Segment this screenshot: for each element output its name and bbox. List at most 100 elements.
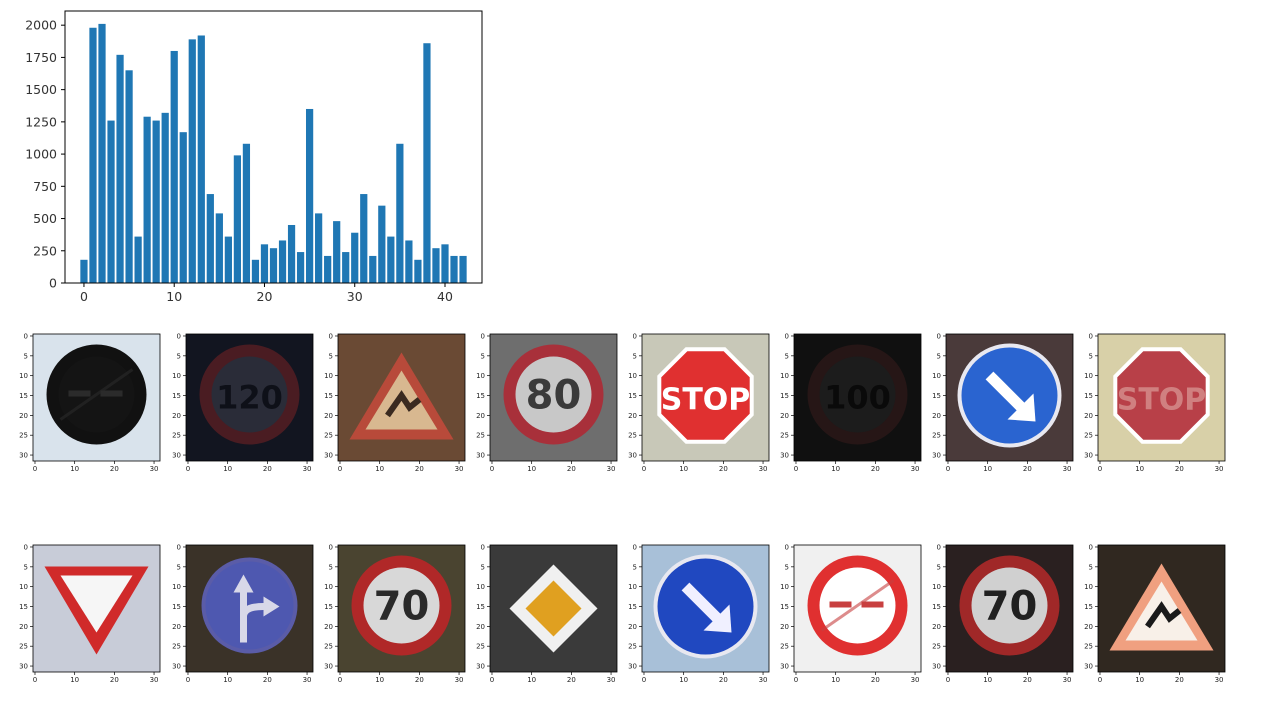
y-axis-tick-label: 10 <box>780 583 789 591</box>
y-axis-tick-label: 5 <box>633 563 637 571</box>
histogram-bar <box>242 143 251 283</box>
sign-image-keep-right: 0 5 10 15 20 25 30 0 10 20 30 <box>932 332 1074 473</box>
y-tick-label: 1750 <box>25 50 57 65</box>
histogram-bar <box>333 221 341 283</box>
y-axis-tick-label: 30 <box>628 452 637 460</box>
x-axis-tick-label: 10 <box>223 676 232 684</box>
y-axis-tick-label: 10 <box>932 372 941 380</box>
x-axis-tick-label: 30 <box>150 465 159 473</box>
histogram-bar <box>342 252 350 283</box>
sign-number: 70 <box>982 584 1038 630</box>
y-axis-tick-label: 20 <box>1084 412 1093 420</box>
y-axis-tick-label: 0 <box>633 332 637 340</box>
y-axis-tick-label: 5 <box>633 352 637 360</box>
y-tick-label: 2000 <box>25 18 57 33</box>
x-axis-tick-label: 0 <box>33 676 37 684</box>
x-axis-tick-label: 30 <box>1063 465 1072 473</box>
stop-octagon <box>1113 347 1210 444</box>
y-tick-label: 1250 <box>25 114 57 129</box>
y-axis-tick-label: 10 <box>476 372 485 380</box>
y-axis-tick-label: 25 <box>172 643 181 651</box>
y-axis-tick-label: 0 <box>329 332 333 340</box>
histogram-bar <box>215 213 223 283</box>
y-axis-tick-label: 15 <box>628 603 637 611</box>
y-axis-tick-label: 25 <box>172 432 181 440</box>
arrow-head <box>1007 393 1036 422</box>
arrow-straight-head <box>233 574 254 593</box>
y-axis-tick-label: 0 <box>937 332 941 340</box>
x-axis-tick-label: 0 <box>338 676 342 684</box>
sign-image-stop: STOP 0 5 10 15 20 25 30 0 10 20 30 <box>1084 332 1226 473</box>
y-axis-tick-label: 5 <box>481 563 485 571</box>
y-axis-tick-label: 30 <box>324 663 333 671</box>
y-axis-tick-label: 10 <box>932 583 941 591</box>
y-axis-tick-label: 30 <box>476 452 485 460</box>
y-axis-tick-label: 10 <box>1084 372 1093 380</box>
arrow-shaft <box>681 582 726 627</box>
y-axis-tick-label: 0 <box>1089 543 1093 551</box>
x-axis-tick-label: 0 <box>490 676 494 684</box>
x-axis-tick-label: 0 <box>794 676 798 684</box>
image-frame <box>337 544 466 673</box>
warning-symbol <box>1145 601 1182 629</box>
y-axis-tick-label: 30 <box>19 452 28 460</box>
y-axis-tick-label: 15 <box>172 603 181 611</box>
x-axis-tick-label: 30 <box>455 676 464 684</box>
y-axis-tick-label: 10 <box>628 372 637 380</box>
y-axis-tick-label: 0 <box>633 543 637 551</box>
no-passing-car-left <box>68 390 91 397</box>
y-axis-tick-label: 30 <box>932 663 941 671</box>
histogram-bar <box>459 255 467 283</box>
y-axis-tick-label: 10 <box>324 583 333 591</box>
image-frame <box>489 333 618 462</box>
y-axis-tick-label: 15 <box>780 392 789 400</box>
x-axis-tick-label: 20 <box>719 465 728 473</box>
histogram-bar <box>405 240 413 283</box>
x-axis-tick-label: 10 <box>527 465 536 473</box>
image-frame <box>945 544 1074 673</box>
x-axis-tick-label: 20 <box>871 465 880 473</box>
histogram-bar <box>152 120 160 284</box>
arrow-head <box>703 604 732 633</box>
x-axis-tick-label: 10 <box>70 676 79 684</box>
y-axis-tick-label: 25 <box>780 643 789 651</box>
histogram-bar <box>143 116 151 283</box>
image-frame <box>489 544 618 673</box>
histogram-bar <box>125 70 133 283</box>
y-axis-tick-label: 5 <box>785 352 789 360</box>
x-axis-tick-label: 0 <box>1098 676 1102 684</box>
histogram-bar <box>233 155 242 283</box>
y-axis-tick-label: 10 <box>628 583 637 591</box>
y-axis-tick-label: 25 <box>932 432 941 440</box>
sign-number: 100 <box>824 379 891 417</box>
no-passing-car-right <box>861 601 884 608</box>
y-axis-tick-label: 25 <box>932 643 941 651</box>
x-axis-tick-label: 0 <box>490 465 494 473</box>
x-axis-tick-label: 20 <box>567 465 576 473</box>
y-axis-tick-label: 25 <box>628 643 637 651</box>
y-axis-tick-label: 30 <box>780 452 789 460</box>
x-axis-tick-label: 30 <box>911 676 920 684</box>
y-axis-tick-label: 25 <box>1084 432 1093 440</box>
x-axis-tick-label: 30 <box>759 676 768 684</box>
image-frame <box>641 544 770 673</box>
class-histogram: 0 250 500 750 1000 1250 1500 1750 2000 0 10 20 30 40 <box>25 10 483 304</box>
y-axis-tick-label: 15 <box>1084 392 1093 400</box>
histogram-bar <box>197 35 205 283</box>
histogram-bar <box>188 39 196 283</box>
y-axis-tick-label: 5 <box>481 352 485 360</box>
sign-artwork <box>794 545 921 672</box>
x-axis-tick-label: 20 <box>1023 465 1032 473</box>
y-axis-tick-label: 20 <box>19 623 28 631</box>
y-axis-tick-label: 5 <box>1089 352 1093 360</box>
image-frame <box>1097 333 1226 462</box>
y-axis-tick-label: 20 <box>780 412 789 420</box>
x-tick-label: 10 <box>166 289 182 304</box>
stop-text: STOP <box>661 383 751 418</box>
histogram-bar <box>396 143 404 283</box>
image-frame <box>1097 544 1226 673</box>
plot-frame <box>64 10 483 284</box>
histogram-bar <box>251 259 260 283</box>
y-axis-tick-label: 15 <box>476 603 485 611</box>
sign-artwork <box>946 334 1073 461</box>
